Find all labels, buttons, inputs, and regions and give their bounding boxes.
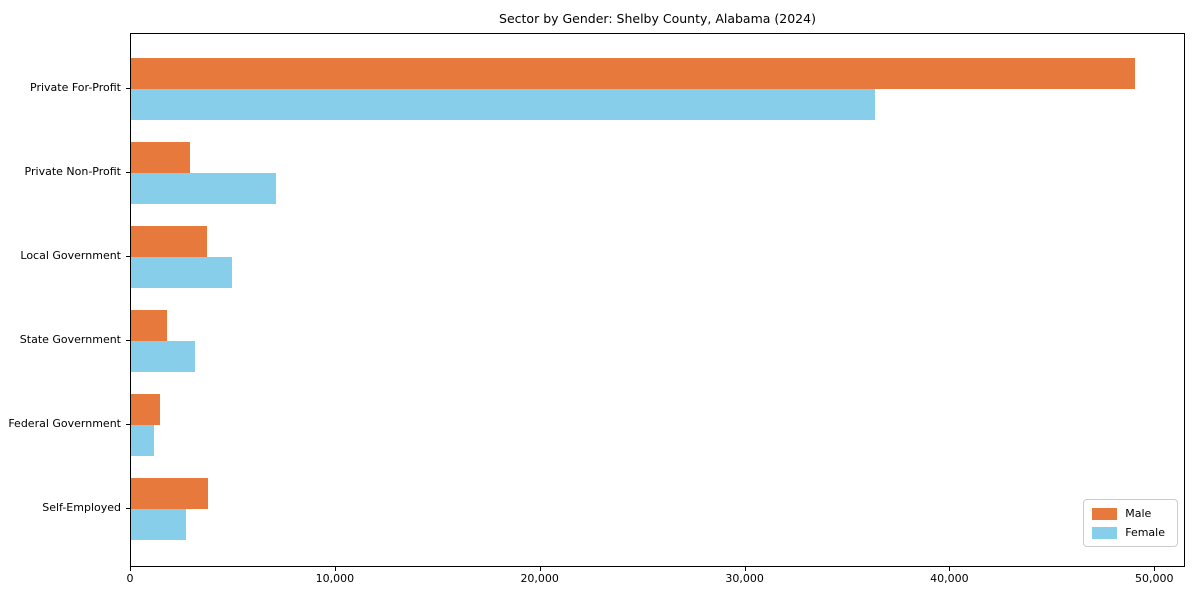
bar-male-local-government (131, 226, 207, 257)
x-tick-label-50-000: 50,000 (1135, 572, 1174, 585)
y-tick-mark (126, 172, 130, 173)
bar-male-private-non-profit (131, 142, 191, 173)
x-tick-mark (949, 567, 951, 571)
y-tick-label-self-employed: Self-Employed (42, 501, 121, 514)
x-tick-mark (334, 567, 336, 571)
plot-area: Male Female (130, 33, 1185, 567)
legend-entry-male: Male (1092, 507, 1165, 520)
bar-male-self-employed (131, 478, 208, 509)
y-tick-label-local-government: Local Government (20, 249, 121, 262)
bar-male-federal-government (131, 394, 160, 425)
y-tick-label-private-non-profit: Private Non-Profit (24, 165, 121, 178)
legend-swatch-female (1092, 526, 1118, 539)
legend: Male Female (1083, 499, 1178, 547)
bar-female-self-employed (131, 509, 187, 540)
x-tick-label-30-000: 30,000 (725, 572, 764, 585)
chart-title: Sector by Gender: Shelby County, Alabama… (499, 11, 816, 26)
y-tick-label-private-for-profit: Private For-Profit (30, 81, 121, 94)
x-tick-mark (130, 567, 131, 571)
x-tick-mark (1154, 567, 1156, 571)
bar-female-federal-government (131, 425, 154, 456)
y-tick-label-state-government: State Government (19, 333, 121, 346)
bar-male-state-government (131, 310, 167, 341)
y-tick-label-federal-government: Federal Government (8, 417, 121, 430)
bar-female-local-government (131, 257, 233, 288)
x-tick-label-10-000: 10,000 (315, 572, 355, 585)
x-tick-mark (744, 567, 746, 571)
bar-female-private-for-profit (131, 89, 875, 120)
y-tick-mark (126, 508, 130, 509)
x-tick-label-40-000: 40,000 (930, 572, 969, 585)
y-tick-mark (126, 340, 130, 341)
x-tick-label-0: 0 (126, 572, 134, 585)
x-tick-label-20-000: 20,000 (520, 572, 559, 585)
legend-entry-female: Female (1092, 526, 1165, 539)
y-tick-mark (126, 424, 130, 425)
legend-label-male: Male (1125, 507, 1152, 520)
y-tick-mark (126, 88, 130, 89)
bar-female-private-non-profit (131, 173, 277, 204)
bar-female-state-government (131, 341, 195, 372)
bar-male-private-for-profit (131, 58, 1135, 89)
x-tick-mark (539, 567, 541, 571)
y-tick-mark (126, 256, 130, 257)
legend-swatch-male (1092, 507, 1118, 520)
legend-label-female: Female (1125, 526, 1165, 539)
